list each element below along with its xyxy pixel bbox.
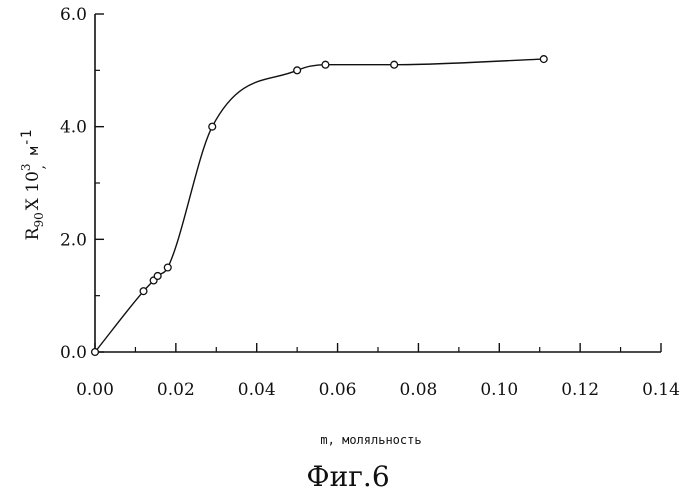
- y-label-unit-exp: -1: [19, 130, 35, 147]
- y-tick-label: 2.0: [60, 230, 87, 250]
- data-point: [154, 273, 161, 280]
- x-axis-label: m, моляльность: [320, 433, 421, 447]
- data-point: [92, 349, 99, 356]
- y-label-times: X 10: [23, 171, 43, 210]
- x-tick-label: 0.08: [399, 380, 437, 400]
- data-point: [294, 67, 301, 74]
- x-tick-label: 0.10: [480, 380, 518, 400]
- x-tick-label: 0.06: [319, 380, 357, 400]
- y-tick-label: 0.0: [60, 343, 87, 363]
- y-label-comma: ,: [32, 165, 48, 169]
- data-point: [209, 123, 216, 130]
- x-tick-label: 0.00: [76, 380, 114, 400]
- y-label-sup: 3: [19, 163, 33, 171]
- data-point: [391, 61, 398, 68]
- data-markers: [92, 56, 548, 356]
- data-point: [164, 264, 171, 271]
- x-tick-label: 0.02: [157, 380, 195, 400]
- y-label-sub: 90: [32, 212, 46, 227]
- y-tick-label: 4.0: [60, 118, 87, 138]
- x-tick-label: 0.12: [561, 380, 599, 400]
- series-line: [95, 59, 544, 352]
- data-point: [140, 288, 147, 295]
- data-curve: [95, 59, 544, 352]
- x-tick-label: 0.04: [238, 380, 276, 400]
- svg-text:R90X 103,м-1: R90X 103,м-1: [19, 130, 48, 241]
- y-axis-label: R90X 103,м-1: [19, 130, 48, 241]
- x-tick-label: 0.14: [642, 380, 680, 400]
- figure-caption: Фиг.6: [306, 460, 389, 493]
- data-point: [540, 56, 547, 63]
- data-point: [322, 61, 329, 68]
- y-tick-label: 6.0: [60, 5, 87, 25]
- y-axis-ticks: 0.0 2.0 4.0 6.0: [60, 5, 104, 363]
